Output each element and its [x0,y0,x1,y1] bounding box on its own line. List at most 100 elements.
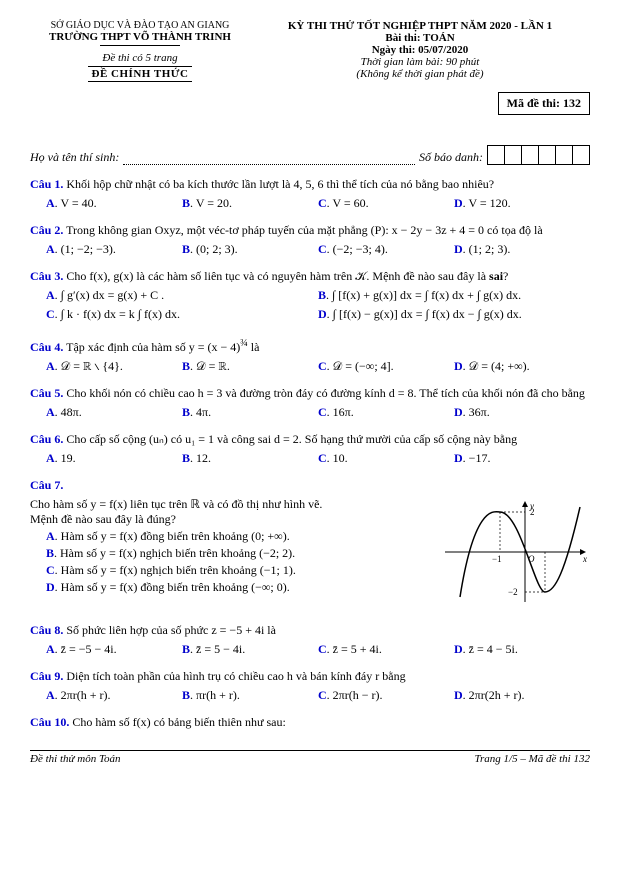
q6-C: 10. [333,451,348,465]
q7-D: Hàm số y = f(x) đồng biến trên khoảng (−… [61,580,290,594]
q4-text-b: là [248,340,260,354]
q4-options: A. 𝒟 = ℝ ∖ {4}. B. 𝒟 = ℝ. C. 𝒟 = (−∞; 4]… [30,359,590,374]
q1-A: V = 40. [60,196,96,210]
sbd-label: Số báo danh: [419,150,483,165]
q4-C: 𝒟 = (−∞; 4]. [333,359,394,373]
divider [100,45,180,46]
date: Ngày thi: 05/07/2020 [250,44,590,56]
q1-C-label: C [318,196,327,210]
question-4: Câu 4. Tập xác định của hàm số y = (x − … [30,338,590,355]
q5-options: A. 48π. B. 4π. C. 16π. D. 36π. [30,405,590,420]
origin: O [528,554,535,564]
note: (Không kể thời gian phát đề) [250,68,590,80]
school: TRƯỜNG THPT VÕ THÀNH TRINH [30,31,250,43]
q2-options: A. (1; −2; −3). B. (0; 2; 3). C. (−2; −3… [30,242,590,257]
q4-label: Câu 4. [30,340,63,354]
q1-text: Khối hộp chữ nhật có ba kích thước lần l… [66,177,494,191]
q5-A: 48π. [61,405,82,419]
q2-A: (1; −2; −3). [61,242,116,256]
q9-text: Diện tích toàn phần của hình trụ có chiề… [66,669,405,683]
q7-A: Hàm số y = f(x) đồng biến trên khoảng (0… [61,529,290,543]
q5-B: 4π. [196,405,211,419]
q7-label: Câu 7. [30,478,63,492]
q8-C: z̄ = 5 + 4i. [333,642,382,656]
q4-exp: ¾ [240,338,248,349]
header: SỞ GIÁO DỤC VÀ ĐÀO TẠO AN GIANG TRƯỜNG T… [30,20,590,82]
question-5: Câu 5. Cho khối nón có chiều cao h = 3 v… [30,386,590,401]
name-label: Họ và tên thí sinh: [30,150,119,165]
q2-label: Câu 2. [30,223,63,237]
q7-graph: y x O −1 2 −2 [430,497,590,611]
q3-label: Câu 3. [30,269,63,283]
question-3: Câu 3. Cho f(x), g(x) là các hàm số liên… [30,269,590,284]
header-left: SỞ GIÁO DỤC VÀ ĐÀO TẠO AN GIANG TRƯỜNG T… [30,20,250,82]
q7-B: Hàm số y = f(x) nghịch biến trên khoảng … [60,546,295,560]
header-right: KỲ THI THỬ TỐT NGHIỆP THPT NĂM 2020 - LẦ… [250,20,590,82]
q8-options: A. z̄ = −5 − 4i. B. z̄ = 5 − 4i. C. z̄ =… [30,642,590,657]
q8-text: Số phức liên hợp của số phức z = −5 + 4i… [66,623,276,637]
q2-text: Trong không gian Oxyz, một véc-tơ pháp t… [66,223,543,237]
q3-options: A. ∫ g′(x) dx = g(x) + C . B. ∫ [f(x) + … [30,288,590,326]
q3-text2: ? [503,269,508,283]
q1-C: V = 60. [332,196,368,210]
q5-label: Câu 5. [30,386,63,400]
subject: Bài thi: TOÁN [250,32,590,44]
q6-text: Cho cấp số cộng (uₙ) có u₁ = 1 và công s… [66,432,517,446]
question-9: Câu 9. Diện tích toàn phần của hình trụ … [30,669,590,684]
exam-title: KỲ THI THỬ TỐT NGHIỆP THPT NĂM 2020 - LẦ… [250,20,590,32]
question-2: Câu 2. Trong không gian Oxyz, một véc-tơ… [30,223,590,238]
exam-code: Mã đề thi: 132 [498,92,590,115]
sbd-boxes [487,145,590,165]
q6-B: 12. [196,451,211,465]
graph-svg: y x O −1 2 −2 [440,497,590,607]
q2-B: (0; 2; 3). [196,242,238,256]
name-row: Họ và tên thí sinh: Số báo danh: [30,145,590,165]
q9-B: πr(h + r). [196,688,240,702]
q6-label: Câu 6. [30,432,63,446]
question-7: Câu 7. [30,478,590,493]
duration: Thời gian làm bài: 90 phút [250,56,590,68]
q10-text: Cho hàm số f(x) có bảng biến thiên như s… [72,715,285,729]
q5-C: 16π. [333,405,354,419]
q6-options: A. 19. B. 12. C. 10. D. −17. [30,451,590,466]
footer-right: Trang 1/5 – Mã đề thi 132 [474,753,590,765]
q3-A: ∫ g′(x) dx = g(x) + C . [61,288,164,302]
q1-A-label: A [46,196,55,210]
q2-D: (1; 2; 3). [469,242,511,256]
question-10: Câu 10. Cho hàm số f(x) có bảng biến thi… [30,715,590,730]
q8-label: Câu 8. [30,623,63,637]
q1-D: V = 120. [468,196,510,210]
q8-B: z̄ = 5 − 4i. [196,642,245,656]
question-8: Câu 8. Số phức liên hợp của số phức z = … [30,623,590,638]
q9-options: A. 2πr(h + r). B. πr(h + r). C. 2πr(h − … [30,688,590,703]
q7-text: Cho hàm số y = f(x) liên tục trên ℝ và c… [30,497,430,611]
q7-line2: Mệnh đề nào sau đây là đúng? [30,512,430,527]
q1-options: A. V = 40. B. V = 20. C. V = 60. D. V = … [30,196,590,211]
q1-label: Câu 1. [30,177,63,191]
q6-A: 19. [61,451,76,465]
q4-A: 𝒟 = ℝ ∖ {4}. [61,359,123,373]
question-1: Câu 1. Khối hộp chữ nhật có ba kích thướ… [30,177,590,192]
footer-left: Đề thi thử môn Toán [30,753,121,765]
q3-B: ∫ [f(x) + g(x)] dx = ∫ f(x) dx + ∫ g(x) … [332,288,521,302]
official: ĐỀ CHÍNH THỨC [88,66,193,82]
q10-label: Câu 10. [30,715,69,729]
q9-A: 2πr(h + r). [61,688,111,702]
question-6: Câu 6. Cho cấp số cộng (uₙ) có u₁ = 1 và… [30,432,590,447]
q8-A: z̄ = −5 − 4i. [61,642,117,656]
q8-D: z̄ = 4 − 5i. [469,642,518,656]
q3-sai: sai [489,269,503,283]
q6-D: −17. [469,451,491,465]
q4-D: 𝒟 = (4; +∞). [469,359,530,373]
q7-row: Cho hàm số y = f(x) liên tục trên ℝ và c… [30,497,590,611]
q5-text: Cho khối nón có chiều cao h = 3 và đường… [66,386,585,400]
ytick-bot: −2 [508,587,518,597]
q2-C: (−2; −3; 4). [333,242,388,256]
q1-B: V = 20. [196,196,232,210]
q9-C: 2πr(h − r). [333,688,383,702]
q9-D: 2πr(2h + r). [469,688,525,702]
q7-line1: Cho hàm số y = f(x) liên tục trên ℝ và c… [30,497,430,512]
q9-label: Câu 9. [30,669,63,683]
ytick-top: 2 [530,507,535,517]
xlabel: x [582,554,587,564]
